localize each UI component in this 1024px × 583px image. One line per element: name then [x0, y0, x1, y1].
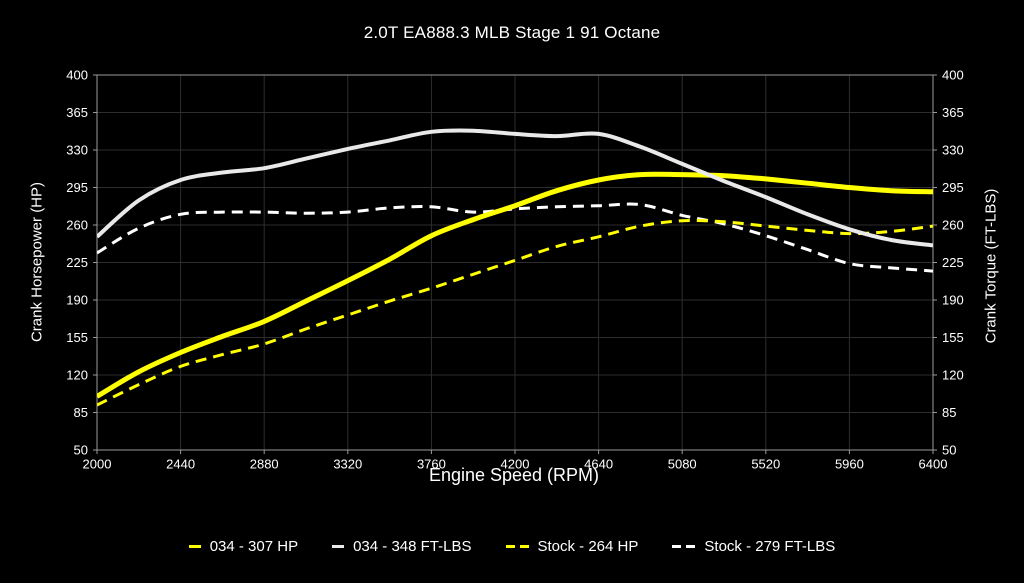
y-tick-label-right: 295: [942, 180, 964, 195]
y-tick-label-left: 225: [66, 255, 88, 270]
y-tick-label-left: 400: [66, 68, 88, 83]
x-tick-label: 6400: [919, 457, 948, 472]
y-tick-label-right: 330: [942, 143, 964, 158]
x-tick-label: 5960: [835, 457, 864, 472]
curve-034-348-ft-lbs: [97, 128, 933, 248]
y-tick-label-right: 225: [942, 255, 964, 270]
legend-item-stock-hp: Stock - 264 HP: [505, 538, 639, 555]
x-tick-label: 3320: [333, 457, 362, 472]
x-tick-label: 2880: [250, 457, 279, 472]
y-tick-label-left: 190: [66, 293, 88, 308]
legend: 034 - 307 HP 034 - 348 FT-LBS Stock - 26…: [0, 538, 1024, 555]
x-tick-label: 4640: [584, 457, 613, 472]
curve-stock-279-ft-lbs: [97, 202, 933, 273]
curve-034-307-hp: [97, 171, 933, 399]
x-tick-label: 4200: [501, 457, 530, 472]
plot-border: [96, 74, 934, 451]
legend-marker-dashed-white-icon: [672, 545, 696, 548]
legend-label: Stock - 279 FT-LBS: [704, 538, 836, 555]
legend-item-034-hp: 034 - 307 HP: [188, 538, 299, 555]
y-tick-label-left: 155: [66, 330, 88, 345]
y-tick-label-right: 120: [942, 368, 964, 383]
x-tick-label: 5520: [751, 457, 780, 472]
chart-title: 2.0T EA888.3 MLB Stage 1 91 Octane: [363, 23, 661, 42]
y-tick-label-right: 155: [942, 330, 964, 345]
y-tick-label-right: 365: [942, 105, 964, 120]
x-tick-label: 2000: [83, 457, 112, 472]
y-tick-label-right: 85: [942, 405, 956, 420]
y-tick-label-left: 85: [74, 405, 88, 420]
curve-stock-264-hp: [97, 218, 933, 407]
y-tick-label-right: 400: [942, 68, 964, 83]
legend-label: 034 - 307 HP: [209, 538, 299, 555]
legend-marker-dashed-yellow-icon: [505, 545, 529, 548]
y-tick-label-left: 50: [74, 443, 88, 458]
x-tick-label: 3760: [417, 457, 446, 472]
legend-item-stock-torque: Stock - 279 FT-LBS: [672, 538, 835, 555]
x-axis-label: Engine Speed (RPM): [428, 465, 600, 485]
legend-label: Stock - 264 HP: [537, 538, 639, 555]
x-tick-label: 2440: [166, 457, 195, 472]
y-tick-label-left: 260: [66, 218, 88, 233]
y-tick-label-left: 295: [66, 180, 88, 195]
y-tick-label-right: 260: [942, 218, 964, 233]
y-tick-label-right: 190: [942, 293, 964, 308]
legend-marker-solid-yellow-icon: [188, 545, 201, 548]
y-tick-label-right: 50: [942, 443, 956, 458]
legend-label: 034 - 348 FT-LBS: [353, 538, 472, 555]
y-tick-label-left: 365: [66, 105, 88, 120]
legend-item-034-torque: 034 - 348 FT-LBS: [332, 538, 472, 555]
legend-marker-solid-white-icon: [332, 545, 345, 548]
x-tick-label: 5080: [668, 457, 697, 472]
y-tick-label-left: 330: [66, 143, 88, 158]
y-tick-label-left: 120: [66, 368, 88, 383]
